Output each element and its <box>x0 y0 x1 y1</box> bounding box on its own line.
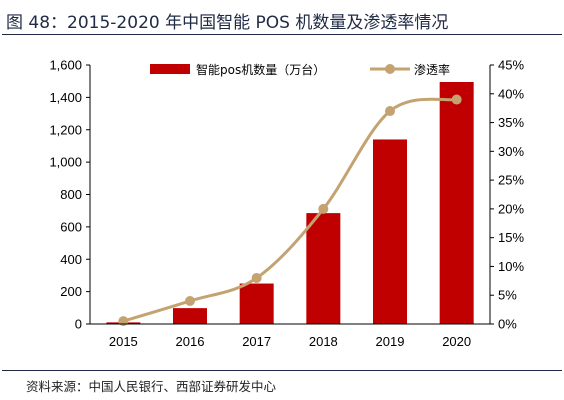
bar <box>239 283 274 324</box>
legend-bar-swatch <box>150 64 190 74</box>
line-series <box>118 94 462 327</box>
bar <box>173 308 207 324</box>
x-tick-label: 2018 <box>309 334 338 349</box>
left-tick-label: 1,400 <box>49 90 82 105</box>
right-tick-label: 30% <box>498 144 524 159</box>
line-point <box>185 295 195 306</box>
right-tick-label: 20% <box>498 201 524 216</box>
bar <box>439 81 474 324</box>
source-note: 资料来源：中国人民银行、西部证券研发中心 <box>26 379 277 394</box>
left-tick-label: 400 <box>60 252 82 267</box>
right-tick-label: 45% <box>498 58 524 73</box>
legend: 智能pos机数量（万台） 渗透率 <box>150 62 450 77</box>
bar <box>306 213 341 324</box>
x-tick-label: 2015 <box>109 334 138 349</box>
x-axis: 2015 2016 2017 2018 2019 2020 <box>90 323 490 349</box>
right-tick-label: 25% <box>498 173 524 188</box>
right-tick-label: 35% <box>498 115 524 130</box>
line-point <box>251 272 262 283</box>
right-tick-label: 40% <box>498 86 524 101</box>
right-tick-label: 5% <box>498 288 517 303</box>
x-tick-label: 2020 <box>442 334 471 349</box>
x-tick-label: 2017 <box>242 334 271 349</box>
left-tick-label: 1,200 <box>49 122 82 137</box>
bottom-rule <box>2 370 562 371</box>
left-axis: 0 200 400 600 800 1,000 1,200 1,400 1,600 <box>49 58 91 332</box>
x-tick-label: 2016 <box>176 334 205 349</box>
left-tick-label: 1,600 <box>49 58 82 73</box>
right-tick-label: 10% <box>498 259 524 274</box>
legend-line-label: 渗透率 <box>414 62 450 77</box>
left-tick-label: 1,000 <box>49 155 82 170</box>
legend-line-marker <box>385 64 395 74</box>
line-point <box>385 106 395 117</box>
right-axis: 0% 5% 10% 15% 20% 25% 30% 35% 40% 45% <box>489 58 524 332</box>
bar-series <box>106 81 474 324</box>
line-point <box>451 94 462 105</box>
bar <box>373 139 407 324</box>
x-tick-label: 2019 <box>376 334 405 349</box>
left-tick-label: 200 <box>60 284 82 299</box>
right-tick-label: 0% <box>498 317 517 332</box>
legend-bar-label: 智能pos机数量（万台） <box>196 62 325 77</box>
left-tick-label: 800 <box>60 187 82 202</box>
left-tick-label: 600 <box>60 219 82 234</box>
line-point <box>318 203 329 214</box>
left-tick-label: 0 <box>75 317 82 332</box>
right-tick-label: 15% <box>498 230 524 245</box>
top-rule <box>2 34 562 35</box>
line-point <box>118 316 129 327</box>
figure-title: 图 48：2015-2020 年中国智能 POS 机数量及渗透率情况 <box>6 13 449 33</box>
